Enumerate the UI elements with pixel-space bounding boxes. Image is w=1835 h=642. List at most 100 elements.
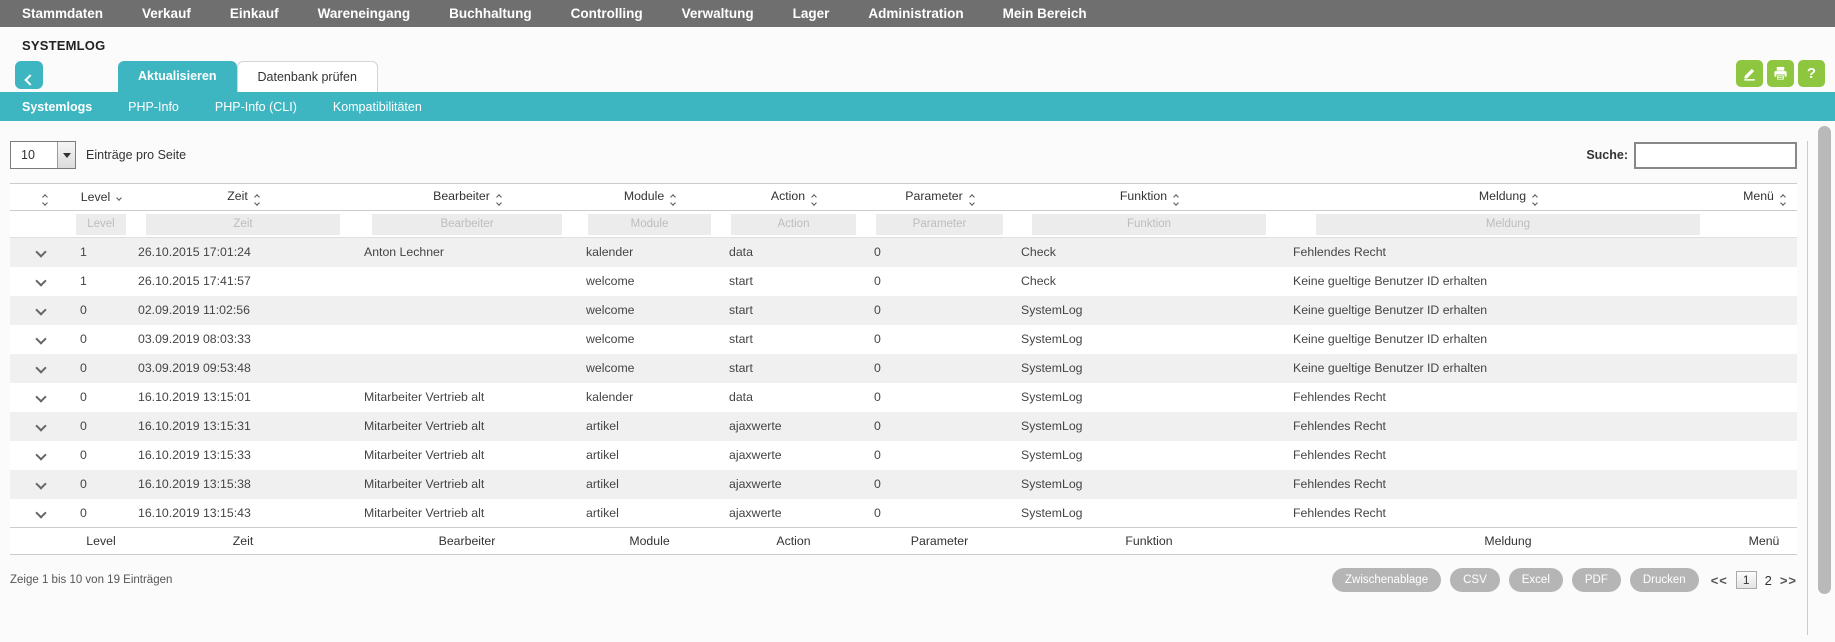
cell-bearbeiter — [356, 325, 578, 354]
cell-module: artikel — [586, 448, 619, 462]
cell-module: welcome — [586, 274, 635, 288]
col-zeit[interactable]: Zeit — [130, 184, 356, 211]
cell-level: 0 — [80, 390, 87, 404]
search-input[interactable] — [1634, 141, 1797, 169]
tab-datenbank-pruefen[interactable]: Datenbank prüfen — [236, 61, 378, 92]
sort-desc-icon — [116, 191, 123, 201]
cell-zeit: 16.10.2019 13:15:43 — [138, 505, 251, 520]
filter-module[interactable] — [588, 213, 711, 235]
expand-row-icon[interactable] — [35, 333, 47, 345]
expand-row-icon[interactable] — [35, 478, 47, 490]
content-area: 10 Einträge pro Seite Suche: Level Zeit … — [0, 141, 1808, 635]
top-nav-item[interactable]: Stammdaten — [22, 6, 104, 21]
cell-menu — [1731, 325, 1797, 354]
footer-col-parameter: Parameter — [866, 527, 1013, 555]
print-button[interactable] — [1767, 60, 1794, 87]
top-nav-item[interactable]: Mein Bereich — [1002, 6, 1087, 21]
expand-row-icon[interactable] — [35, 246, 47, 258]
cell-meldung: Fehlendes Recht — [1293, 419, 1386, 433]
cell-bearbeiter: Mitarbeiter Vertrieb alt — [364, 505, 485, 520]
cell-level: 0 — [80, 361, 87, 375]
cell-module: welcome — [586, 332, 635, 346]
top-nav-item[interactable]: Controlling — [570, 6, 643, 21]
export-button[interactable]: CSV — [1450, 568, 1500, 592]
footer-col-action: Action — [721, 527, 866, 555]
filter-level[interactable] — [76, 213, 126, 235]
expand-row-icon[interactable] — [35, 420, 47, 432]
edit-button[interactable] — [1736, 60, 1763, 87]
filter-parameter[interactable] — [876, 213, 1003, 235]
filter-action[interactable] — [731, 213, 856, 235]
page-size-select[interactable]: 10 — [10, 141, 76, 169]
search-area: Suche: — [1586, 141, 1797, 169]
top-nav-item[interactable]: Verkauf — [142, 6, 191, 21]
expand-row-icon[interactable] — [35, 362, 47, 374]
pencil-icon — [1742, 66, 1757, 81]
cell-meldung: Fehlendes Recht — [1293, 505, 1386, 520]
export-button[interactable]: Drucken — [1629, 568, 1699, 592]
cell-parameter: 0 — [874, 390, 881, 404]
help-button[interactable]: ? — [1798, 60, 1825, 87]
filter-bearbeiter[interactable] — [371, 213, 563, 235]
filter-zeit[interactable] — [145, 213, 341, 235]
cell-parameter: 0 — [874, 303, 881, 317]
back-button[interactable] — [15, 61, 43, 89]
col-level[interactable]: Level — [72, 184, 130, 211]
filter-meldung[interactable] — [1316, 213, 1700, 235]
vertical-scrollbar[interactable] — [1818, 122, 1832, 614]
top-nav-item[interactable]: Administration — [868, 6, 964, 21]
cell-level: 1 — [80, 245, 87, 260]
col-meldung[interactable]: Meldung — [1285, 184, 1731, 211]
cell-meldung: Fehlendes Recht — [1293, 477, 1386, 491]
subnav-item-systemlogs[interactable]: Systemlogs — [22, 99, 93, 114]
cell-parameter: 0 — [874, 332, 881, 346]
next-page-button[interactable]: >> — [1779, 572, 1797, 588]
sort-icon — [496, 194, 502, 206]
cell-module: artikel — [586, 477, 619, 491]
scrollbar-thumb[interactable] — [1818, 126, 1831, 594]
export-button[interactable]: Excel — [1508, 568, 1563, 592]
subnav-item-kompatibilitaeten[interactable]: Kompatibilitäten — [332, 99, 422, 114]
top-nav-item[interactable]: Lager — [792, 6, 830, 21]
sort-icon — [968, 194, 975, 206]
page-1-button[interactable]: 1 — [1735, 571, 1757, 589]
expand-row-icon[interactable] — [35, 391, 47, 403]
pagination: << 1 2 >> — [1711, 571, 1797, 589]
expand-row-icon[interactable] — [35, 449, 47, 461]
filter-funktion[interactable] — [1032, 213, 1266, 235]
cell-action: start — [729, 332, 753, 346]
tab-aktualisieren[interactable]: Aktualisieren — [118, 61, 237, 92]
cell-meldung: Keine gueltige Benutzer ID erhalten — [1293, 361, 1488, 375]
cell-action: data — [729, 245, 753, 260]
cell-expand — [10, 412, 72, 441]
cell-bearbeiter — [356, 267, 578, 296]
col-menu[interactable]: Menü — [1731, 184, 1797, 211]
col-bearbeiter[interactable]: Bearbeiter — [356, 184, 578, 211]
col-expand[interactable] — [10, 184, 72, 211]
cell-level: 0 — [80, 477, 87, 491]
cell-funktion: SystemLog — [1021, 390, 1083, 404]
cell-action: ajaxwerte — [729, 419, 782, 433]
col-funktion[interactable]: Funktion — [1013, 184, 1285, 211]
col-parameter[interactable]: Parameter — [866, 184, 1013, 211]
export-button[interactable]: Zwischenablage — [1331, 568, 1442, 592]
cell-bearbeiter: Mitarbeiter Vertrieb alt — [364, 448, 485, 462]
export-button[interactable]: PDF — [1571, 568, 1621, 592]
cell-bearbeiter: Anton Lechner — [364, 245, 444, 260]
prev-page-button[interactable]: << — [1710, 572, 1728, 588]
subnav-item-php-info-cli[interactable]: PHP-Info (CLI) — [214, 99, 297, 114]
expand-row-icon[interactable] — [35, 304, 47, 316]
table-header-row: Level Zeit Bearbeiter Module Action Para… — [10, 183, 1797, 211]
subnav-item-php-info[interactable]: PHP-Info — [128, 99, 179, 114]
expand-row-icon[interactable] — [35, 507, 47, 519]
cell-zeit: 16.10.2019 13:15:38 — [138, 477, 251, 491]
expand-row-icon[interactable] — [35, 275, 47, 287]
entries-info: Zeige 1 bis 10 von 19 Einträgen — [10, 574, 173, 586]
col-module[interactable]: Module — [578, 184, 721, 211]
top-nav-item[interactable]: Buchhaltung — [449, 6, 532, 21]
top-nav-item[interactable]: Verwaltung — [681, 6, 754, 21]
page-2-button[interactable]: 2 — [1764, 572, 1772, 588]
top-nav-item[interactable]: Einkauf — [229, 6, 279, 21]
top-nav-item[interactable]: Wareneingang — [317, 6, 411, 21]
col-action[interactable]: Action — [721, 184, 866, 211]
